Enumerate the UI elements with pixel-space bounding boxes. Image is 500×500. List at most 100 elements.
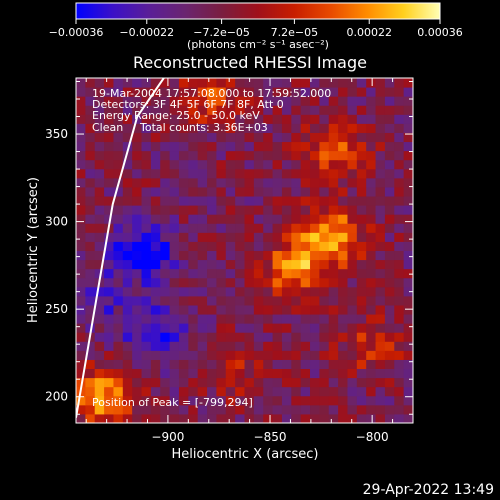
- heatmap-cell: [104, 268, 114, 279]
- heatmap-cell: [160, 268, 171, 279]
- heatmap-cell: [338, 232, 348, 242]
- heatmap-cell: [76, 359, 86, 370]
- heatmap-cell: [122, 286, 133, 297]
- heatmap-cell: [150, 341, 161, 351]
- heatmap-cell: [225, 105, 236, 115]
- heatmap-cell: [197, 395, 208, 406]
- heatmap-cell: [197, 223, 208, 233]
- heatmap-cell: [310, 277, 320, 288]
- heatmap-cell: [338, 214, 348, 224]
- heatmap-cell: [328, 377, 339, 388]
- heatmap-cell: [178, 223, 189, 233]
- heatmap-cell: [272, 214, 283, 224]
- heatmap-cell: [281, 350, 292, 360]
- heatmap-cell: [300, 268, 311, 279]
- heatmap-cell: [403, 404, 413, 415]
- heatmap-cell: [366, 377, 377, 388]
- heatmap-cell: [272, 223, 283, 233]
- heatmap-cell: [338, 304, 348, 315]
- heatmap-cell: [76, 214, 86, 224]
- heatmap-cell: [263, 259, 274, 270]
- heatmap-cell: [225, 114, 236, 124]
- heatmap-cell: [76, 78, 86, 88]
- heatmap-cell: [132, 196, 143, 206]
- heatmap-cell: [253, 359, 264, 370]
- heatmap-cell: [310, 241, 320, 251]
- heatmap-cell: [225, 277, 236, 288]
- colorbar-tick-label: 0.00022: [346, 26, 392, 39]
- heatmap-cell: [160, 214, 171, 224]
- heatmap-cell: [272, 395, 283, 406]
- heatmap-cell: [216, 105, 227, 115]
- heatmap-cell: [291, 96, 302, 106]
- heatmap-cell: [94, 177, 105, 188]
- heatmap-cell: [338, 114, 348, 124]
- y-axis-title: Heliocentric Y (arcsec): [26, 177, 41, 323]
- heatmap-cell: [216, 196, 227, 206]
- heatmap-cell: [394, 96, 405, 106]
- heatmap-cell: [207, 286, 217, 297]
- heatmap-cell: [235, 332, 245, 342]
- heatmap-cell: [310, 168, 320, 179]
- heatmap-cell: [356, 277, 367, 288]
- heatmap-cell: [366, 268, 377, 279]
- heatmap-cell: [235, 386, 245, 397]
- heatmap-cell: [104, 404, 114, 415]
- heatmap-cell: [253, 404, 264, 415]
- heatmap-cell: [178, 395, 189, 406]
- heatmap-cell: [356, 132, 367, 143]
- heatmap-cell: [403, 214, 413, 224]
- heatmap-cell: [235, 368, 245, 379]
- heatmap-cell: [319, 223, 330, 233]
- heatmap-cell: [160, 105, 171, 115]
- heatmap-cell: [319, 232, 330, 242]
- heatmap-cell: [197, 259, 208, 270]
- heatmap-cell: [169, 250, 180, 261]
- heatmap-cell: [338, 141, 348, 152]
- heatmap-cell: [160, 114, 171, 124]
- heatmap-cell: [272, 205, 283, 215]
- heatmap-cell: [366, 223, 377, 233]
- heatmap-cell: [85, 386, 96, 397]
- heatmap-cell: [225, 323, 236, 333]
- heatmap-cell: [375, 159, 386, 170]
- heatmap-cell: [253, 377, 264, 388]
- heatmap-cell: [235, 314, 245, 324]
- heatmap-cell: [235, 295, 245, 306]
- heatmap-cell: [94, 141, 105, 152]
- heatmap-cell: [160, 205, 171, 215]
- heatmap-cell: [235, 377, 245, 388]
- heatmap-cell: [281, 259, 292, 270]
- heatmap-cell: [366, 87, 377, 97]
- heatmap-cell: [150, 87, 161, 97]
- heatmap-cell: [104, 286, 114, 297]
- heatmap-cell: [356, 141, 367, 152]
- heatmap-cell: [141, 268, 152, 279]
- heatmap-cell: [281, 241, 292, 251]
- heatmap-cell: [132, 332, 143, 342]
- heatmap-cell: [338, 196, 348, 206]
- heatmap-cell: [150, 177, 161, 188]
- heatmap-cell: [366, 150, 377, 161]
- heatmap-cell: [394, 259, 405, 270]
- colorbar-tick-label: −0.00036: [49, 26, 104, 39]
- heatmap-cell: [225, 214, 236, 224]
- heatmap-cell: [244, 96, 255, 106]
- heatmap-cell: [291, 196, 302, 206]
- heatmap-cell: [132, 205, 143, 215]
- heatmap-cell: [328, 78, 339, 88]
- heatmap-cell: [132, 359, 143, 370]
- heatmap-cell: [122, 205, 133, 215]
- heatmap-cell: [356, 78, 367, 88]
- heatmap-cell: [253, 214, 264, 224]
- heatmap-cell: [160, 286, 171, 297]
- heatmap-cell: [366, 196, 377, 206]
- heatmap-cell: [169, 350, 180, 360]
- x-axis: −900 −850 −800: [85, 78, 414, 444]
- heatmap-cell: [319, 214, 330, 224]
- heatmap-cell: [160, 250, 171, 261]
- heatmap-cell: [253, 114, 264, 124]
- heatmap-cell: [160, 314, 171, 324]
- heatmap-cell: [310, 232, 320, 242]
- heatmap-cell: [272, 404, 283, 415]
